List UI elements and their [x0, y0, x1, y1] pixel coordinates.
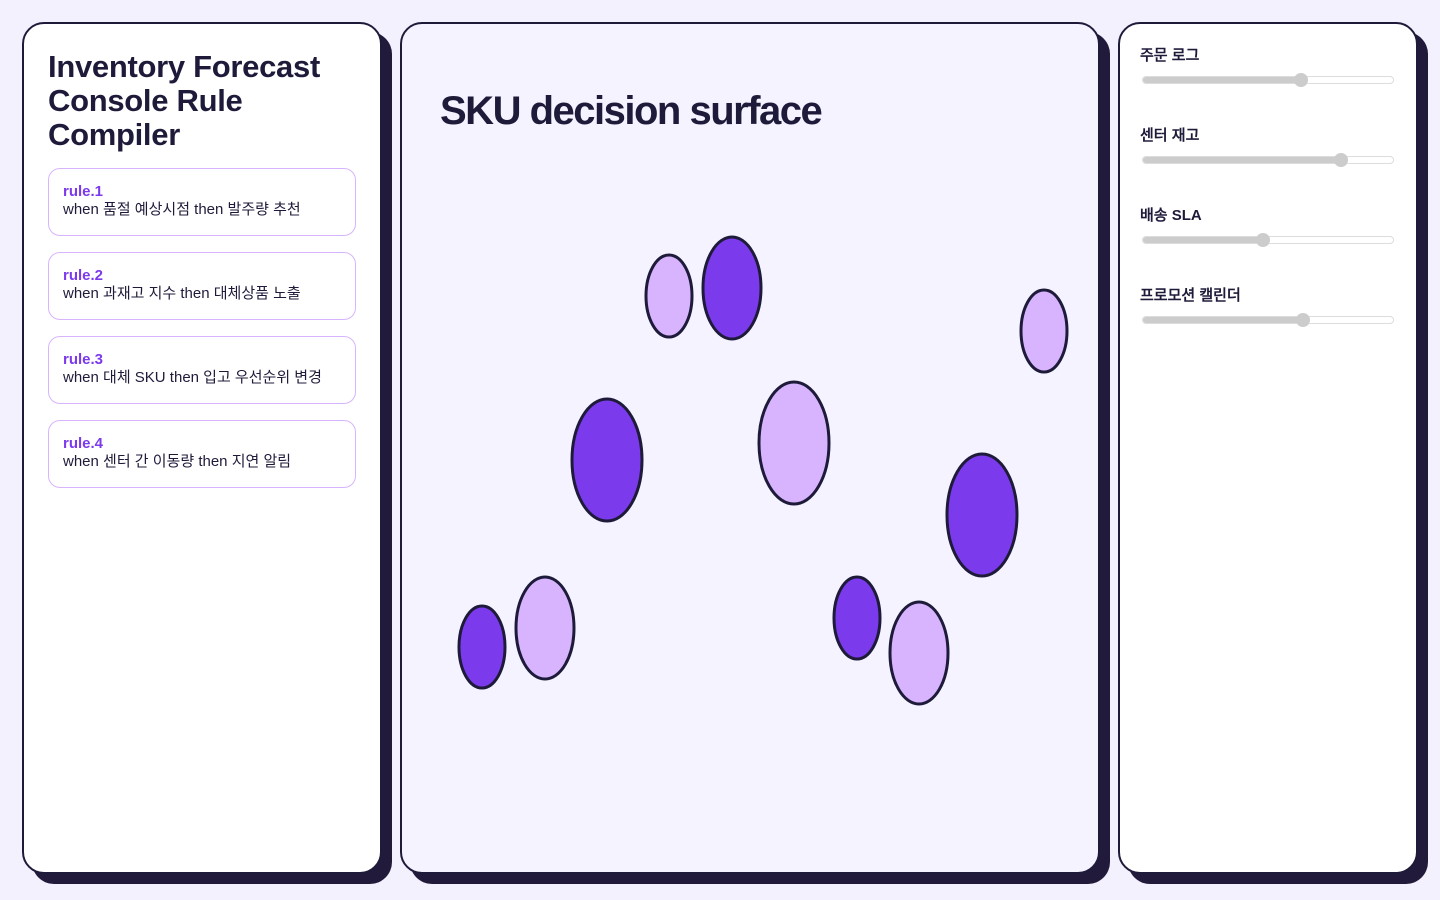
node [644, 253, 694, 339]
slider-label: 센터 재고 [1140, 127, 1200, 144]
slider[interactable] [1142, 233, 1394, 247]
rule-card[interactable]: rule.2 when 과재고 지수 then 대체상품 노출 [48, 252, 356, 320]
title: Inventory Forecast Console Rule Compiler [48, 49, 320, 152]
rule-text: when 과재고 지수 then 대체상품 노출 [63, 285, 301, 302]
node [514, 575, 576, 681]
slider[interactable] [1142, 153, 1394, 167]
slider-label: 프로모션 캘린더 [1140, 287, 1241, 304]
slider-fill [1143, 317, 1303, 323]
node [1019, 288, 1069, 374]
slider-label: 배송 SLA [1140, 207, 1202, 224]
node [457, 604, 507, 690]
node [701, 235, 763, 341]
slider[interactable] [1142, 73, 1394, 87]
rule-card[interactable]: rule.3 when 대체 SKU then 입고 우선순위 변경 [48, 336, 356, 404]
slider-fill [1143, 77, 1301, 83]
rule-id: rule.3 [63, 351, 104, 368]
rule-card[interactable]: rule.1 when 품절 예상시점 then 발주량 추천 [48, 168, 356, 236]
slider-fill [1143, 157, 1341, 163]
slider-thumb[interactable] [1296, 313, 1310, 327]
surface-panel: SKU decision surface [400, 22, 1100, 874]
rule-id: rule.4 [63, 435, 104, 452]
slider-fill [1143, 237, 1263, 243]
rule-list: rule.1 when 품절 예상시점 then 발주량 추천 rule.2 when… [48, 168, 356, 488]
rule-text: when 품절 예상시점 then 발주량 추천 [63, 201, 301, 218]
rule-id: rule.2 [63, 267, 104, 284]
node [832, 575, 882, 661]
slider-thumb[interactable] [1333, 153, 1348, 167]
rule-text: when 대체 SKU then 입고 우선순위 변경 [63, 369, 322, 386]
surface: SKU decision surface [440, 89, 1069, 706]
slider-thumb[interactable] [1293, 73, 1308, 87]
slider-label: 주문 로그 [1140, 47, 1200, 64]
node [945, 452, 1019, 578]
node [757, 380, 831, 506]
rules-panel: Inventory Forecast Console Rule Compiler… [22, 22, 382, 874]
node [888, 600, 950, 706]
slider[interactable] [1142, 313, 1394, 327]
rule-text: when 센터 간 이동량 then 지연 알림 [63, 453, 292, 470]
surface-title: SKU decision surface [440, 89, 822, 133]
rule-id: rule.1 [63, 183, 104, 200]
node [570, 397, 644, 523]
slider-thumb[interactable] [1256, 233, 1270, 247]
rule-card[interactable]: rule.4 when 센터 간 이동량 then 지연 알림 [48, 420, 356, 488]
